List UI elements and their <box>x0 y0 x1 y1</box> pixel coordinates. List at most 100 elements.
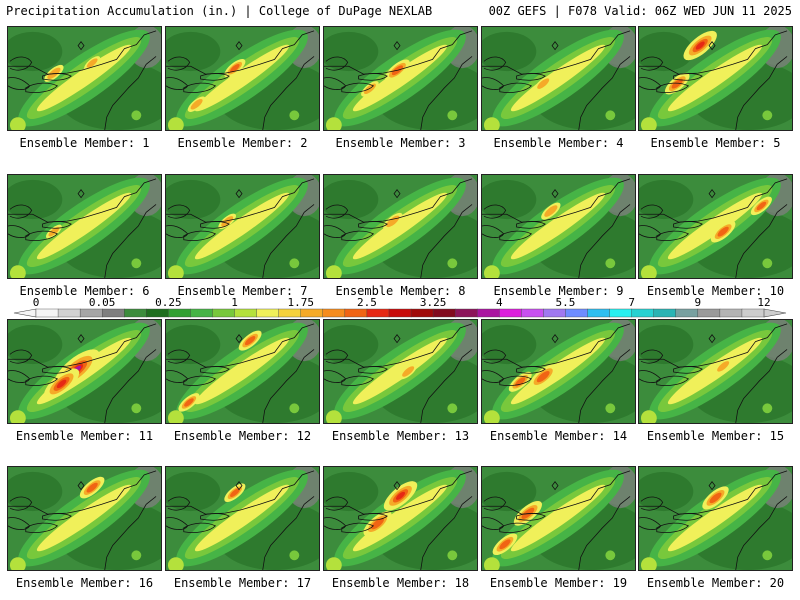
ensemble-panel <box>323 26 478 131</box>
ensemble-member-label: Ensemble Member: 11 <box>15 429 154 443</box>
ensemble-panel <box>323 174 478 279</box>
colorbar-swatch <box>388 308 412 318</box>
colorbar-tick-label: 12 <box>757 296 770 309</box>
precip-map <box>324 467 477 570</box>
colorbar-swatch <box>146 308 169 318</box>
state-boundaries <box>324 323 473 423</box>
colorbar-swatch <box>454 308 478 318</box>
colorbar-swatch <box>300 308 324 318</box>
colorbar-swatch <box>631 308 655 318</box>
precip-map <box>324 27 477 130</box>
state-boundaries <box>8 30 157 130</box>
colorbar-tick-label: 3.25 <box>420 296 447 309</box>
colorbar-swatch <box>432 308 456 318</box>
state-boundaries <box>8 470 157 570</box>
valid-time-label: 00Z GEFS | F078 Valid: 06Z WED JUN 11 20… <box>488 4 792 18</box>
state-boundaries <box>482 470 631 570</box>
precip-map <box>482 27 635 130</box>
state-boundaries <box>482 178 631 278</box>
ensemble-member-label: Ensemble Member: 12 <box>173 429 312 443</box>
state-boundaries <box>166 30 315 130</box>
precip-map <box>639 175 792 278</box>
state-boundaries <box>324 178 473 278</box>
colorbar-swatch <box>124 308 147 318</box>
colorbar-swatch <box>278 308 302 318</box>
state-boundaries <box>166 323 315 423</box>
colorbar-tick-label: 0 <box>33 296 40 309</box>
ensemble-panel <box>481 466 636 571</box>
state-boundaries <box>324 30 473 130</box>
state-boundaries <box>639 30 788 130</box>
state-boundaries <box>166 470 315 570</box>
precip-map <box>482 467 635 570</box>
state-boundaries <box>482 323 631 423</box>
state-boundaries <box>482 30 631 130</box>
precip-map <box>8 175 161 278</box>
precip-map <box>639 320 792 423</box>
ensemble-member-label: Ensemble Member: 15 <box>646 429 785 443</box>
colorbar-tick-label: 0.05 <box>89 296 116 309</box>
colorbar-left-arrow <box>13 308 37 318</box>
precip-map <box>639 27 792 130</box>
colorbar-swatch <box>653 308 677 318</box>
ensemble-member-label: Ensemble Member: 16 <box>15 576 154 590</box>
colorbar-swatch <box>212 308 235 318</box>
colorbar-tick-label: 1.75 <box>287 296 314 309</box>
colorbar-swatch <box>741 308 765 318</box>
state-boundaries <box>166 178 315 278</box>
ensemble-panel <box>165 174 320 279</box>
ensemble-panel <box>7 466 162 571</box>
precip-map <box>639 467 792 570</box>
colorbar-tick-label: 5.5 <box>556 296 576 309</box>
ensemble-member-label: Ensemble Member: 7 <box>177 284 308 298</box>
precip-map <box>324 320 477 423</box>
colorbar-swatch <box>565 308 588 318</box>
ensemble-panel <box>481 174 636 279</box>
ensemble-member-label: Ensemble Member: 17 <box>173 576 312 590</box>
ensemble-panel <box>165 319 320 424</box>
ensemble-panel <box>7 174 162 279</box>
state-boundaries <box>8 178 157 278</box>
colorbar-swatch <box>521 308 544 318</box>
ensemble-panel <box>638 466 793 571</box>
colorbar-swatch <box>609 308 633 318</box>
colorbar-swatch <box>344 308 368 318</box>
colorbar-swatch <box>256 308 280 318</box>
colorbar-tick-label: 9 <box>695 296 702 309</box>
precip-map <box>166 27 319 130</box>
ensemble-member-label: Ensemble Member: 13 <box>331 429 470 443</box>
colorbar-swatch <box>79 308 103 318</box>
colorbar-swatch <box>366 308 390 318</box>
ensemble-panel <box>481 26 636 131</box>
colorbar-tick-label: 2.5 <box>357 296 377 309</box>
colorbar-tick-label: 7 <box>628 296 635 309</box>
ensemble-panel <box>323 466 478 571</box>
ensemble-member-label: Ensemble Member: 4 <box>493 136 624 150</box>
ensemble-member-label: Ensemble Member: 3 <box>335 136 466 150</box>
colorbar-swatch <box>697 308 721 318</box>
colorbar-tick-label: 0.25 <box>155 296 182 309</box>
ensemble-panel <box>638 174 793 279</box>
ensemble-panel <box>7 26 162 131</box>
colorbar-swatch <box>35 308 59 318</box>
colorbar-swatch <box>543 308 566 318</box>
ensemble-member-label: Ensemble Member: 1 <box>19 136 150 150</box>
precip-map <box>482 320 635 423</box>
precip-map <box>8 467 161 570</box>
ensemble-panel <box>165 466 320 571</box>
colorbar-swatch <box>499 308 522 318</box>
precip-map <box>166 467 319 570</box>
ensemble-panel <box>481 319 636 424</box>
colorbar-swatch <box>675 308 699 318</box>
colorbar-swatch <box>322 308 346 318</box>
ensemble-member-label: Ensemble Member: 10 <box>646 284 785 298</box>
colorbar-swatch <box>719 308 743 318</box>
precip-map <box>166 320 319 423</box>
state-boundaries <box>324 470 473 570</box>
colorbar-swatch <box>477 308 500 318</box>
precip-map <box>166 175 319 278</box>
colorbar-swatch <box>190 308 213 318</box>
precip-map <box>482 175 635 278</box>
state-boundaries <box>639 178 788 278</box>
colorbar-tick-label: 1 <box>231 296 238 309</box>
